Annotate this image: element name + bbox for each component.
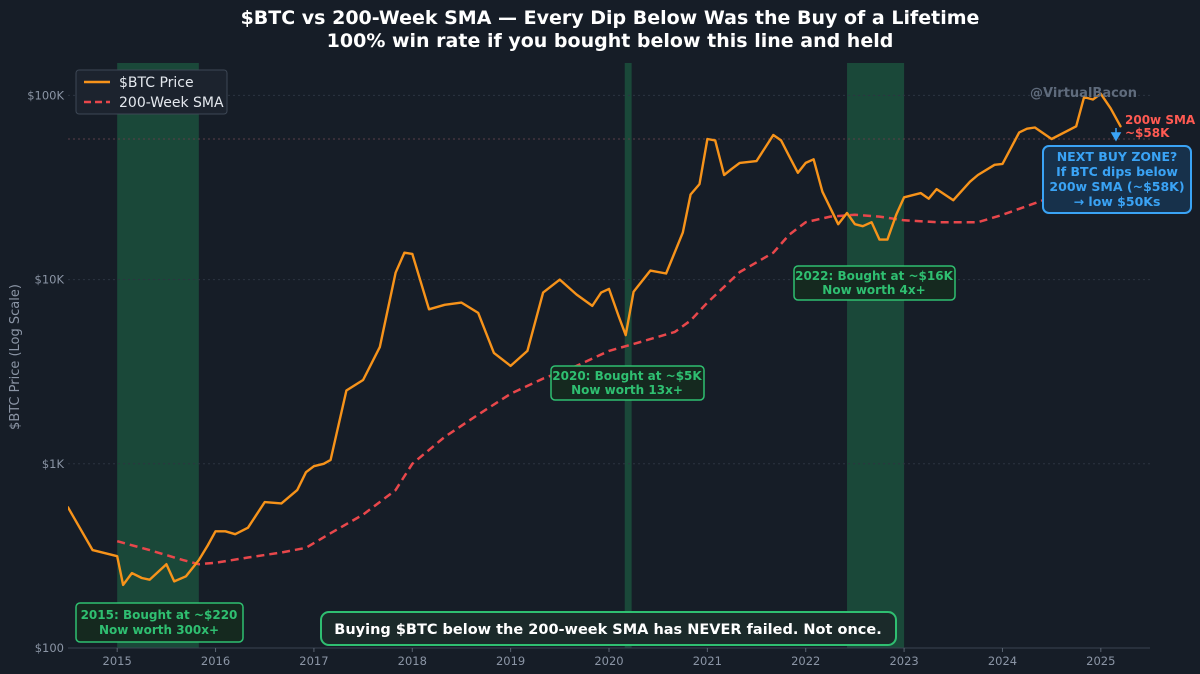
annotation-2015-box	[75, 602, 244, 643]
series-sma-line	[116, 196, 1053, 566]
buy-zone-1	[624, 63, 632, 648]
legend-box	[75, 69, 228, 115]
buy-zone-0	[117, 63, 199, 648]
x-tick-label-9: 2024	[988, 654, 1017, 668]
annotation-2022-line2: Now worth 4x+	[822, 283, 925, 297]
x-tick-label-5: 2020	[594, 654, 623, 668]
buy-zone-2	[847, 63, 905, 648]
bottom-banner-box	[320, 611, 897, 646]
annotation-2022-line1: 2022: Bought at ~$16K	[795, 269, 953, 283]
x-tick-label-4: 2019	[496, 654, 525, 668]
annotation-2022-box	[793, 265, 956, 301]
x-ticks: 2015 2016 2017 2018 2019 2020 2021 2022 2023 2024…	[103, 648, 1115, 668]
y-ticks: $100 $1K $10K $100K	[27, 88, 64, 655]
bottom-banner-text: Buying $BTC below the 200-week SMA has N…	[334, 622, 881, 638]
legend-price-label: $BTC Price	[119, 75, 194, 91]
chart-title: $BTC vs 200-Week SMA — Every Dip Below W…	[241, 7, 980, 29]
series-price-line	[68, 92, 1122, 587]
x-tick-label-6: 2021	[693, 654, 722, 668]
chart-subtitle: 100% win rate if you bought below this l…	[327, 30, 894, 52]
next-zone-line1: NEXT BUY ZONE?	[1057, 149, 1178, 164]
legend-sma-label: 200-Week SMA	[119, 95, 224, 111]
annotation-next-zone: NEXT BUY ZONE? If BTC dips below 200w SM…	[1042, 145, 1192, 214]
x-tick-label-7: 2022	[791, 654, 820, 668]
next-zone-line4: → low $50Ks	[1074, 194, 1161, 209]
next-zone-box	[1042, 145, 1192, 214]
x-tick-label-1: 2016	[201, 654, 230, 668]
annotation-2020-line1: 2020: Bought at ~$5K	[552, 369, 702, 383]
annotation-2020-box	[550, 365, 705, 401]
bottom-banner: Buying $BTC below the 200-week SMA has N…	[320, 611, 897, 646]
y-tick-label-1: $1K	[42, 457, 65, 471]
y-tick-label-3: $100K	[27, 88, 64, 102]
annotation-2015-line2: Now worth 300x+	[99, 623, 219, 637]
x-tick-label-0: 2015	[103, 654, 132, 668]
x-tick-label-2: 2017	[299, 654, 328, 668]
sma-ref-label-line1: 200w SMA	[1125, 113, 1196, 127]
buy-zones	[117, 63, 905, 648]
x-tick-label-8: 2023	[889, 654, 918, 668]
watermark: @VirtualBacon	[1030, 86, 1137, 101]
next-zone-line3: 200w SMA (~$58K)	[1049, 179, 1184, 194]
y-tick-label-2: $10K	[35, 273, 65, 287]
y-axis-label: $BTC Price (Log Scale)	[8, 284, 23, 430]
x-tick-label-10: 2025	[1086, 654, 1115, 668]
annotation-2022: 2022: Bought at ~$16K Now worth 4x+	[793, 265, 956, 301]
x-tick-label-3: 2018	[398, 654, 427, 668]
arrow-down-icon	[1110, 128, 1122, 142]
annotation-2020: 2020: Bought at ~$5K Now worth 13x+	[550, 365, 705, 401]
annotation-2015-line1: 2015: Bought at ~$220	[81, 608, 238, 622]
sma-ref-label-line2: ~$58K	[1125, 126, 1170, 140]
annotation-2015: 2015: Bought at ~$220 Now worth 300x+	[75, 602, 244, 643]
legend: $BTC Price 200-Week SMA	[75, 69, 228, 115]
series-lines	[68, 92, 1122, 587]
annotation-2020-line2: Now worth 13x+	[571, 383, 683, 397]
next-zone-line2: If BTC dips below	[1056, 164, 1178, 179]
y-tick-label-0: $100	[35, 641, 64, 655]
